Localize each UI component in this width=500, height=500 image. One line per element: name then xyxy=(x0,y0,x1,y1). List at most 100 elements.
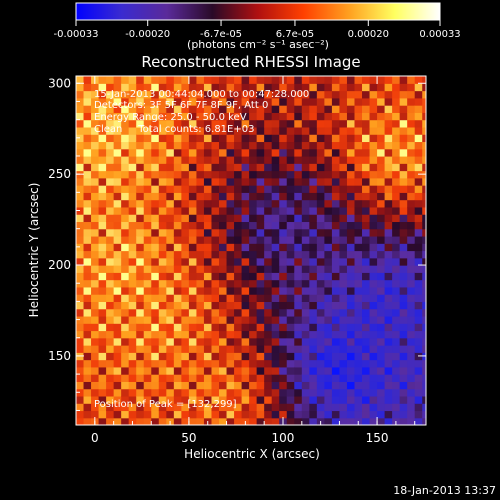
heatmap-cell xyxy=(128,185,137,193)
heatmap-cell xyxy=(181,337,190,346)
heatmap-cell xyxy=(76,257,85,266)
heatmap-cell xyxy=(286,345,295,353)
heatmap-cell xyxy=(136,265,145,273)
heatmap-cell xyxy=(339,381,348,390)
heatmap-cell xyxy=(362,228,371,237)
heatmap-cell xyxy=(384,243,393,252)
heatmap-cell xyxy=(181,403,190,412)
heatmap-cell xyxy=(211,265,220,273)
heatmap-cell xyxy=(399,199,408,208)
heatmap-cell xyxy=(362,148,371,157)
heatmap-cell xyxy=(91,403,100,412)
heatmap-cell xyxy=(331,250,341,259)
heatmap-cell xyxy=(256,221,265,230)
heatmap-cell xyxy=(339,177,348,186)
heatmap-cell xyxy=(249,112,258,121)
heatmap-cell xyxy=(362,359,371,368)
heatmap-cell xyxy=(316,257,325,266)
heatmap-cell xyxy=(98,359,107,368)
heatmap-cell xyxy=(203,301,213,310)
heatmap-cell xyxy=(377,185,386,193)
heatmap-cell xyxy=(226,279,235,288)
colorbar-unit-label: (photons cm⁻² s⁻¹ asec⁻²) xyxy=(187,38,329,51)
heatmap-cell xyxy=(249,126,258,135)
heatmap-cell xyxy=(354,294,363,302)
heatmap-cell xyxy=(76,323,85,332)
heatmap-cell xyxy=(226,97,235,106)
heatmap-cell xyxy=(279,337,288,346)
heatmap-cell xyxy=(369,228,378,237)
heatmap-cell xyxy=(414,119,423,128)
heatmap-cell xyxy=(407,388,416,397)
heatmap-cell xyxy=(399,352,408,361)
heatmap-cell xyxy=(196,83,205,92)
heatmap-cell xyxy=(181,235,190,244)
heatmap-cell xyxy=(286,141,295,150)
heatmap-cell xyxy=(362,308,371,317)
heatmap-cell xyxy=(158,119,167,128)
heatmap-cell xyxy=(136,148,145,157)
heatmap-cell xyxy=(301,105,310,113)
heatmap-cell xyxy=(83,366,92,375)
heatmap-cell xyxy=(384,359,393,368)
heatmap-cell xyxy=(188,155,198,164)
heatmap-cell xyxy=(173,250,182,259)
heatmap-cell xyxy=(196,395,205,404)
heatmap-cell xyxy=(362,221,371,230)
heatmap-cell xyxy=(188,206,198,215)
heatmap-cell xyxy=(264,294,273,302)
heatmap-cell xyxy=(286,359,295,368)
heatmap-cell xyxy=(339,323,348,332)
heatmap-cell xyxy=(256,330,265,339)
heatmap-cell xyxy=(121,345,130,353)
heatmap-cell xyxy=(143,112,152,121)
heatmap-cell xyxy=(136,155,145,164)
heatmap-cell xyxy=(414,206,423,215)
heatmap-cell xyxy=(422,148,426,157)
heatmap-cell xyxy=(121,206,130,215)
heatmap-cell xyxy=(234,170,243,179)
heatmap-cell xyxy=(91,410,100,419)
heatmap-cell xyxy=(219,301,228,310)
heatmap-cell xyxy=(219,315,228,324)
heatmap-cell xyxy=(241,112,250,121)
heatmap-cell xyxy=(151,155,160,164)
heatmap-cell xyxy=(331,112,341,121)
heatmap-cell xyxy=(414,221,423,230)
annotation-time-range: 15-Jan-2013 00:44:04.000 to 00:47:28.000 xyxy=(94,89,309,100)
heatmap-cell xyxy=(264,286,273,295)
heatmap-cell xyxy=(362,177,371,186)
heatmap-cell xyxy=(196,279,205,288)
heatmap-cell xyxy=(113,126,122,135)
heatmap-cell xyxy=(226,323,235,332)
heatmap-cell xyxy=(331,126,341,135)
heatmap-cell xyxy=(196,286,205,295)
heatmap-cell xyxy=(188,323,198,332)
heatmap-cell xyxy=(219,221,228,230)
heatmap-cell xyxy=(136,294,145,302)
heatmap-cell xyxy=(286,235,295,244)
heatmap-cell xyxy=(279,148,288,157)
heatmap-cell xyxy=(166,119,175,128)
heatmap-cell xyxy=(166,155,175,164)
heatmap-cell xyxy=(181,112,190,121)
heatmap-cell xyxy=(271,388,280,397)
heatmap-cell xyxy=(128,352,137,361)
heatmap-cell xyxy=(241,359,250,368)
heatmap-cell xyxy=(249,352,258,361)
heatmap-cell xyxy=(407,192,416,201)
heatmap-cell xyxy=(256,345,265,353)
heatmap-cell xyxy=(377,315,386,324)
heatmap-cell xyxy=(196,381,205,390)
heatmap-cell xyxy=(226,359,235,368)
heatmap-cell xyxy=(173,192,182,201)
heatmap-cell xyxy=(392,410,401,419)
heatmap-cell xyxy=(181,163,190,172)
heatmap-cell xyxy=(294,366,303,375)
heatmap-cell xyxy=(219,97,228,106)
heatmap-cell xyxy=(143,243,152,252)
heatmap-cell xyxy=(309,112,318,121)
heatmap-cell xyxy=(301,250,310,259)
heatmap-cell xyxy=(249,105,258,113)
heatmap-cell xyxy=(392,308,401,317)
